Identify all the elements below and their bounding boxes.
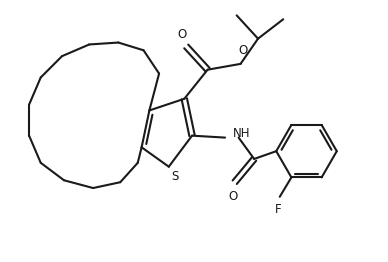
Text: O: O [228, 190, 237, 203]
Text: NH: NH [233, 127, 250, 140]
Text: O: O [178, 28, 187, 41]
Text: F: F [274, 203, 281, 216]
Text: O: O [238, 44, 247, 57]
Text: S: S [171, 170, 178, 183]
